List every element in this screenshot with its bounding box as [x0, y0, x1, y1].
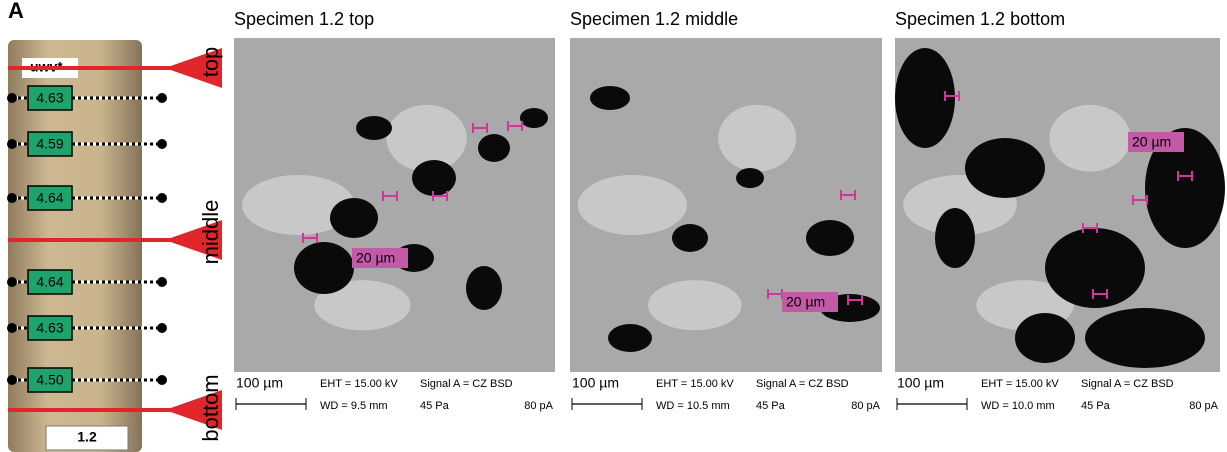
scale-label: 100 µm: [572, 375, 619, 391]
pore: [412, 160, 456, 196]
wd: WD = 10.5 mm: [656, 400, 730, 412]
scale-label: 100 µm: [236, 375, 283, 391]
pore: [294, 242, 354, 294]
pore: [736, 168, 764, 188]
grain-light: [648, 280, 742, 330]
grain-light: [578, 175, 687, 235]
eht: EHT = 15.00 kV: [320, 378, 398, 390]
signal: Signal A = CZ BSD: [756, 378, 849, 390]
measure-dot: [7, 139, 17, 149]
position-label: middle: [198, 200, 223, 265]
value-text: 4.64: [36, 274, 63, 290]
value-text: 4.50: [36, 372, 63, 388]
measure-dot: [157, 193, 167, 203]
wd: WD = 10.0 mm: [981, 400, 1055, 412]
pore: [965, 138, 1045, 198]
panel-label: A: [8, 0, 24, 23]
measure-dot: [157, 139, 167, 149]
measure-dot: [7, 93, 17, 103]
measure-dot: [157, 277, 167, 287]
position-label: top: [198, 47, 223, 78]
pore: [935, 208, 975, 268]
pore: [478, 134, 510, 162]
current: 80 pA: [524, 400, 553, 412]
measure-dot: [157, 323, 167, 333]
measure-dot: [7, 375, 17, 385]
value-text: 4.59: [36, 136, 63, 152]
pore: [520, 108, 548, 128]
annotation: 20 µm: [786, 294, 825, 310]
pore: [608, 324, 652, 352]
pressure: 45 Pa: [1081, 400, 1111, 412]
image-title: Specimen 1.2 bottom: [895, 9, 1065, 29]
position-label: bottom: [198, 374, 223, 441]
pore: [466, 266, 502, 310]
value-text: 4.64: [36, 190, 63, 206]
pore: [1045, 228, 1145, 308]
image-title: Specimen 1.2 top: [234, 9, 374, 29]
signal: Signal A = CZ BSD: [420, 378, 513, 390]
eht: EHT = 15.00 kV: [656, 378, 734, 390]
pore: [330, 198, 378, 238]
measure-dot: [7, 193, 17, 203]
pore: [1085, 308, 1205, 368]
wd: WD = 9.5 mm: [320, 400, 388, 412]
annotation: 20 µm: [1132, 134, 1171, 150]
current: 80 pA: [851, 400, 880, 412]
measure-dot: [157, 93, 167, 103]
specimen-id: 1.2: [77, 429, 97, 445]
figure: A 4.634.594.644.644.634.50uwv*1.2topmidd…: [0, 0, 1227, 452]
pore: [590, 86, 630, 110]
value-text: 4.63: [36, 90, 63, 106]
pressure: 45 Pa: [420, 400, 450, 412]
annotation: 20 µm: [356, 250, 395, 266]
grain-light: [1049, 105, 1130, 172]
image-title: Specimen 1.2 middle: [570, 9, 738, 29]
measure-dot: [7, 323, 17, 333]
value-text: 4.63: [36, 320, 63, 336]
signal: Signal A = CZ BSD: [1081, 378, 1174, 390]
grain-light: [718, 105, 796, 172]
pore: [356, 116, 392, 140]
measure-dot: [157, 375, 167, 385]
scale-label: 100 µm: [897, 375, 944, 391]
pore: [672, 224, 708, 252]
eht: EHT = 15.00 kV: [981, 378, 1059, 390]
pore: [1015, 313, 1075, 363]
current: 80 pA: [1189, 400, 1218, 412]
pore: [806, 220, 854, 256]
measure-dot: [7, 277, 17, 287]
pressure: 45 Pa: [756, 400, 786, 412]
